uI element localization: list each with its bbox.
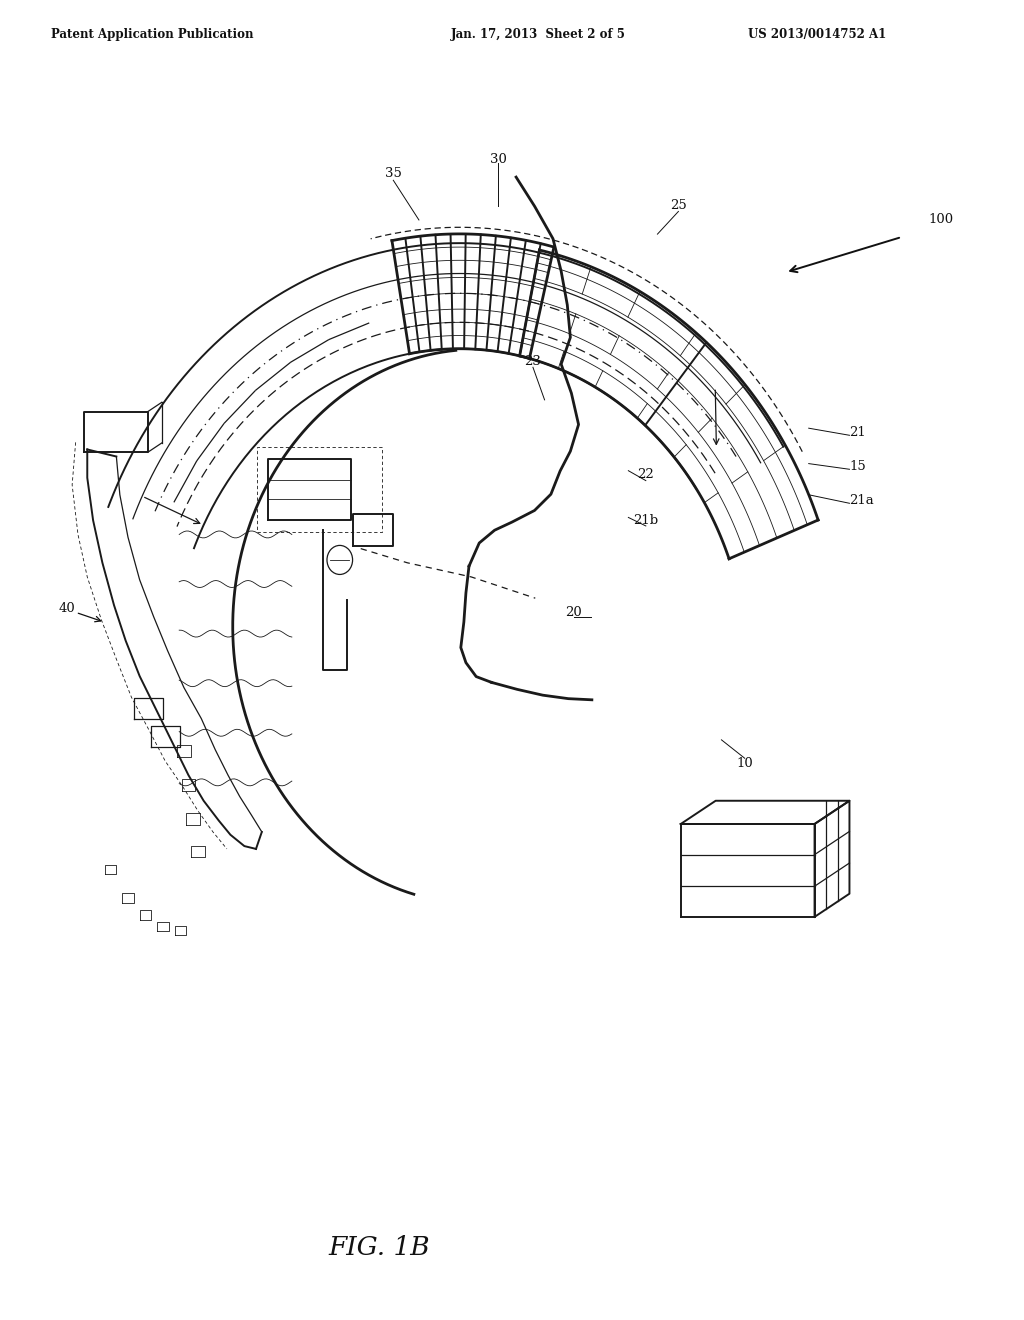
Text: 21b: 21b bbox=[633, 513, 658, 527]
Text: Jan. 17, 2013  Sheet 2 of 5: Jan. 17, 2013 Sheet 2 of 5 bbox=[451, 28, 626, 41]
Text: 35: 35 bbox=[385, 166, 401, 180]
Text: 21: 21 bbox=[850, 426, 866, 440]
Text: 10: 10 bbox=[736, 758, 753, 771]
Text: 20: 20 bbox=[565, 606, 582, 619]
Text: FIG. 1B: FIG. 1B bbox=[328, 1236, 430, 1259]
Text: 100: 100 bbox=[929, 214, 953, 227]
Text: 30: 30 bbox=[489, 153, 507, 165]
Text: US 2013/0014752 A1: US 2013/0014752 A1 bbox=[748, 28, 886, 41]
Text: 15: 15 bbox=[850, 459, 866, 473]
Text: 21a: 21a bbox=[850, 494, 874, 507]
Text: 25: 25 bbox=[670, 199, 687, 213]
Text: Patent Application Publication: Patent Application Publication bbox=[51, 28, 254, 41]
Text: 23: 23 bbox=[524, 355, 542, 368]
Text: 22: 22 bbox=[638, 469, 654, 482]
Text: 40: 40 bbox=[58, 602, 75, 615]
